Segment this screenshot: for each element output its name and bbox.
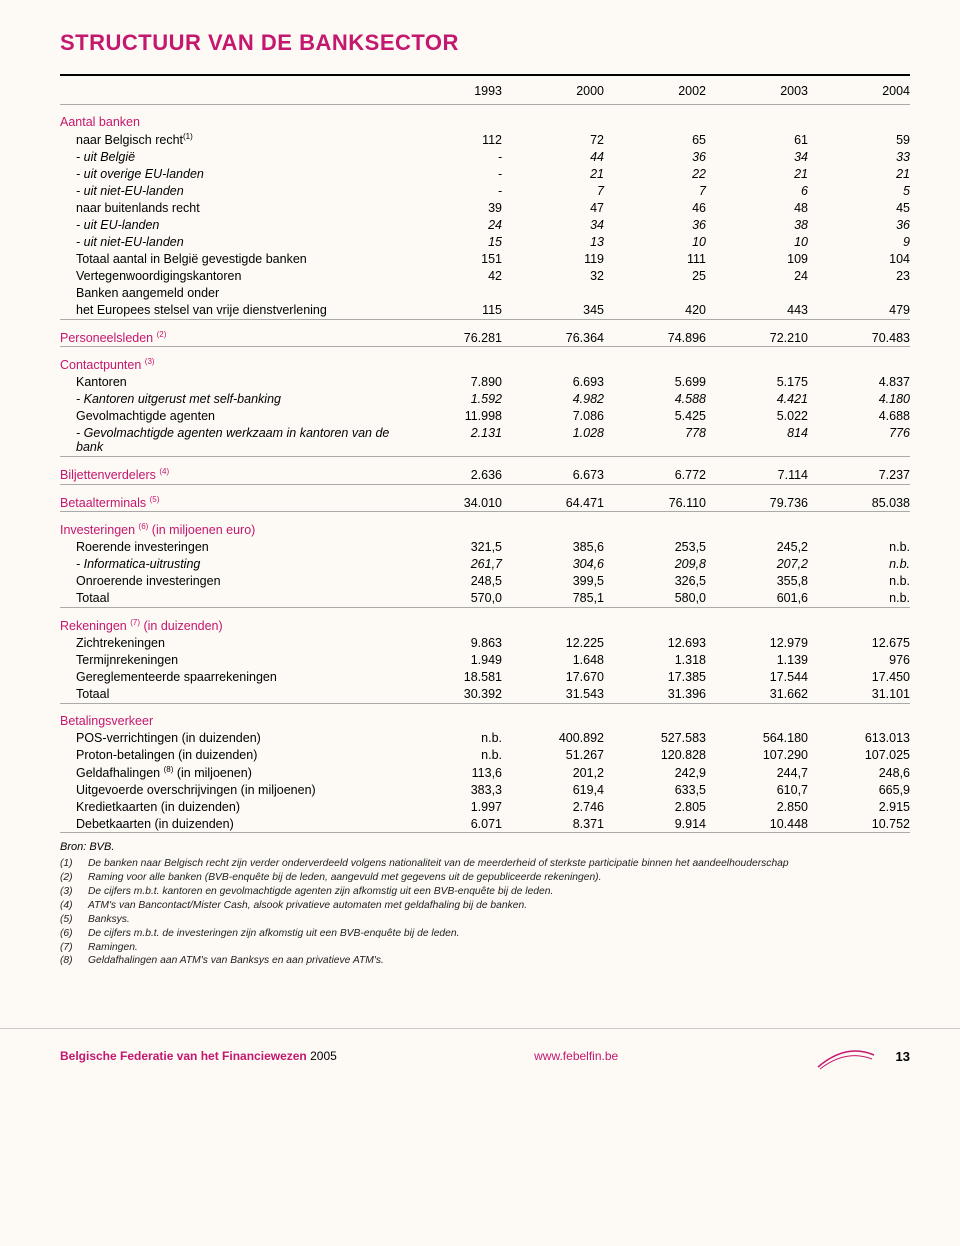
year-col-4: 2003 bbox=[706, 78, 808, 105]
table-row: het Europees stelsel van vrije dienstver… bbox=[60, 302, 910, 320]
footnote: (5)Banksys. bbox=[60, 913, 910, 927]
table-row: Kredietkaarten (in duizenden)1.9972.7462… bbox=[60, 798, 910, 815]
table-row: Geldafhalingen (8) (in miljoenen)113,620… bbox=[60, 763, 910, 781]
section-header: Personeelsleden (2)76.28176.36474.89672.… bbox=[60, 320, 910, 347]
table-row: - uit België-44363433 bbox=[60, 149, 910, 166]
footnote: (6)De cijfers m.b.t. de investeringen zi… bbox=[60, 927, 910, 941]
table-row: naar Belgisch recht(1)11272656159 bbox=[60, 131, 910, 149]
table-row: - Gevolmachtigde agenten werkzaam in kan… bbox=[60, 425, 910, 457]
year-col-1: 1993 bbox=[400, 78, 502, 105]
footnote: (7)Ramingen. bbox=[60, 941, 910, 955]
table-row: Banken aangemeld onder bbox=[60, 285, 910, 302]
section-header: Aantal banken bbox=[60, 105, 910, 131]
footer-publication: Belgische Federatie van het Financieweze… bbox=[60, 1049, 337, 1063]
table-row: Totaal570,0785,1580,0601,6n.b. bbox=[60, 590, 910, 608]
table-row: - uit overige EU-landen-21222121 bbox=[60, 166, 910, 183]
table-row: Vertegenwoordigingskantoren4232252423 bbox=[60, 268, 910, 285]
footnote: (8)Geldafhalingen aan ATM's van Banksys … bbox=[60, 954, 910, 968]
section-divider bbox=[60, 833, 910, 834]
table-row: - Informatica-uitrusting261,7304,6209,82… bbox=[60, 556, 910, 573]
footnote: (4)ATM's van Bancontact/Mister Cash, als… bbox=[60, 899, 910, 913]
table-row: Totaal30.39231.54331.39631.66231.101 bbox=[60, 686, 910, 704]
source-label: Bron: BVB. bbox=[60, 841, 910, 853]
table-row: Proton-betalingen (in duizenden)n.b.51.2… bbox=[60, 746, 910, 763]
table-row: POS-verrichtingen (in duizenden)n.b.400.… bbox=[60, 729, 910, 746]
section-header: Investeringen (6) (in miljoenen euro) bbox=[60, 512, 910, 539]
table-row: - uit EU-landen2434363836 bbox=[60, 217, 910, 234]
table-row: Zichtrekeningen9.86312.22512.69312.97912… bbox=[60, 635, 910, 652]
footnote: (3)De cijfers m.b.t. kantoren en gevolma… bbox=[60, 885, 910, 899]
table-row: Uitgevoerde overschrijvingen (in miljoen… bbox=[60, 781, 910, 798]
table-row: Totaal aantal in België gevestigde banke… bbox=[60, 251, 910, 268]
page-footer: Belgische Federatie van het Financieweze… bbox=[0, 1028, 960, 1085]
footnotes: (1)De banken naar Belgisch recht zijn ve… bbox=[60, 857, 910, 968]
section-header: Betalingsverkeer bbox=[60, 704, 910, 730]
footnote: (2)Raming voor alle banken (BVB-enquête … bbox=[60, 871, 910, 885]
section-header: Betaalterminals (5)34.01064.47176.11079.… bbox=[60, 485, 910, 512]
section-header: Rekeningen (7) (in duizenden) bbox=[60, 608, 910, 635]
header-row: 1993 2000 2002 2003 2004 bbox=[60, 78, 910, 105]
table-row: - Kantoren uitgerust met self-banking1.5… bbox=[60, 391, 910, 408]
table-row: - uit niet-EU-landen-7765 bbox=[60, 183, 910, 200]
table-row: Gereglementeerde spaarrekeningen18.58117… bbox=[60, 669, 910, 686]
table-row: Termijnrekeningen1.9491.6481.3181.139976 bbox=[60, 652, 910, 669]
section-header: Biljettenverdelers (4)2.6366.6736.7727.1… bbox=[60, 457, 910, 484]
table-row: Roerende investeringen321,5385,6253,5245… bbox=[60, 539, 910, 556]
table-row: - uit niet-EU-landen151310109 bbox=[60, 234, 910, 251]
swoosh-icon bbox=[816, 1041, 876, 1071]
structure-table: 1993 2000 2002 2003 2004 Aantal bankenna… bbox=[60, 78, 910, 833]
top-rule bbox=[60, 74, 910, 76]
footer-url: www.febelfin.be bbox=[534, 1049, 618, 1063]
page-title: STRUCTUUR VAN DE BANKSECTOR bbox=[60, 30, 910, 56]
year-col-2: 2000 bbox=[502, 78, 604, 105]
year-col-5: 2004 bbox=[808, 78, 910, 105]
section-header: Contactpunten (3) bbox=[60, 347, 910, 374]
table-row: Onroerende investeringen248,5399,5326,53… bbox=[60, 573, 910, 590]
table-row: Kantoren7.8906.6935.6995.1754.837 bbox=[60, 374, 910, 391]
table-row: Debetkaarten (in duizenden)6.0718.3719.9… bbox=[60, 815, 910, 833]
table-row: naar buitenlands recht3947464845 bbox=[60, 200, 910, 217]
table-row: Gevolmachtigde agenten11.9987.0865.4255.… bbox=[60, 408, 910, 425]
page-number: 13 bbox=[896, 1049, 910, 1064]
year-col-3: 2002 bbox=[604, 78, 706, 105]
footnote: (1)De banken naar Belgisch recht zijn ve… bbox=[60, 857, 910, 871]
